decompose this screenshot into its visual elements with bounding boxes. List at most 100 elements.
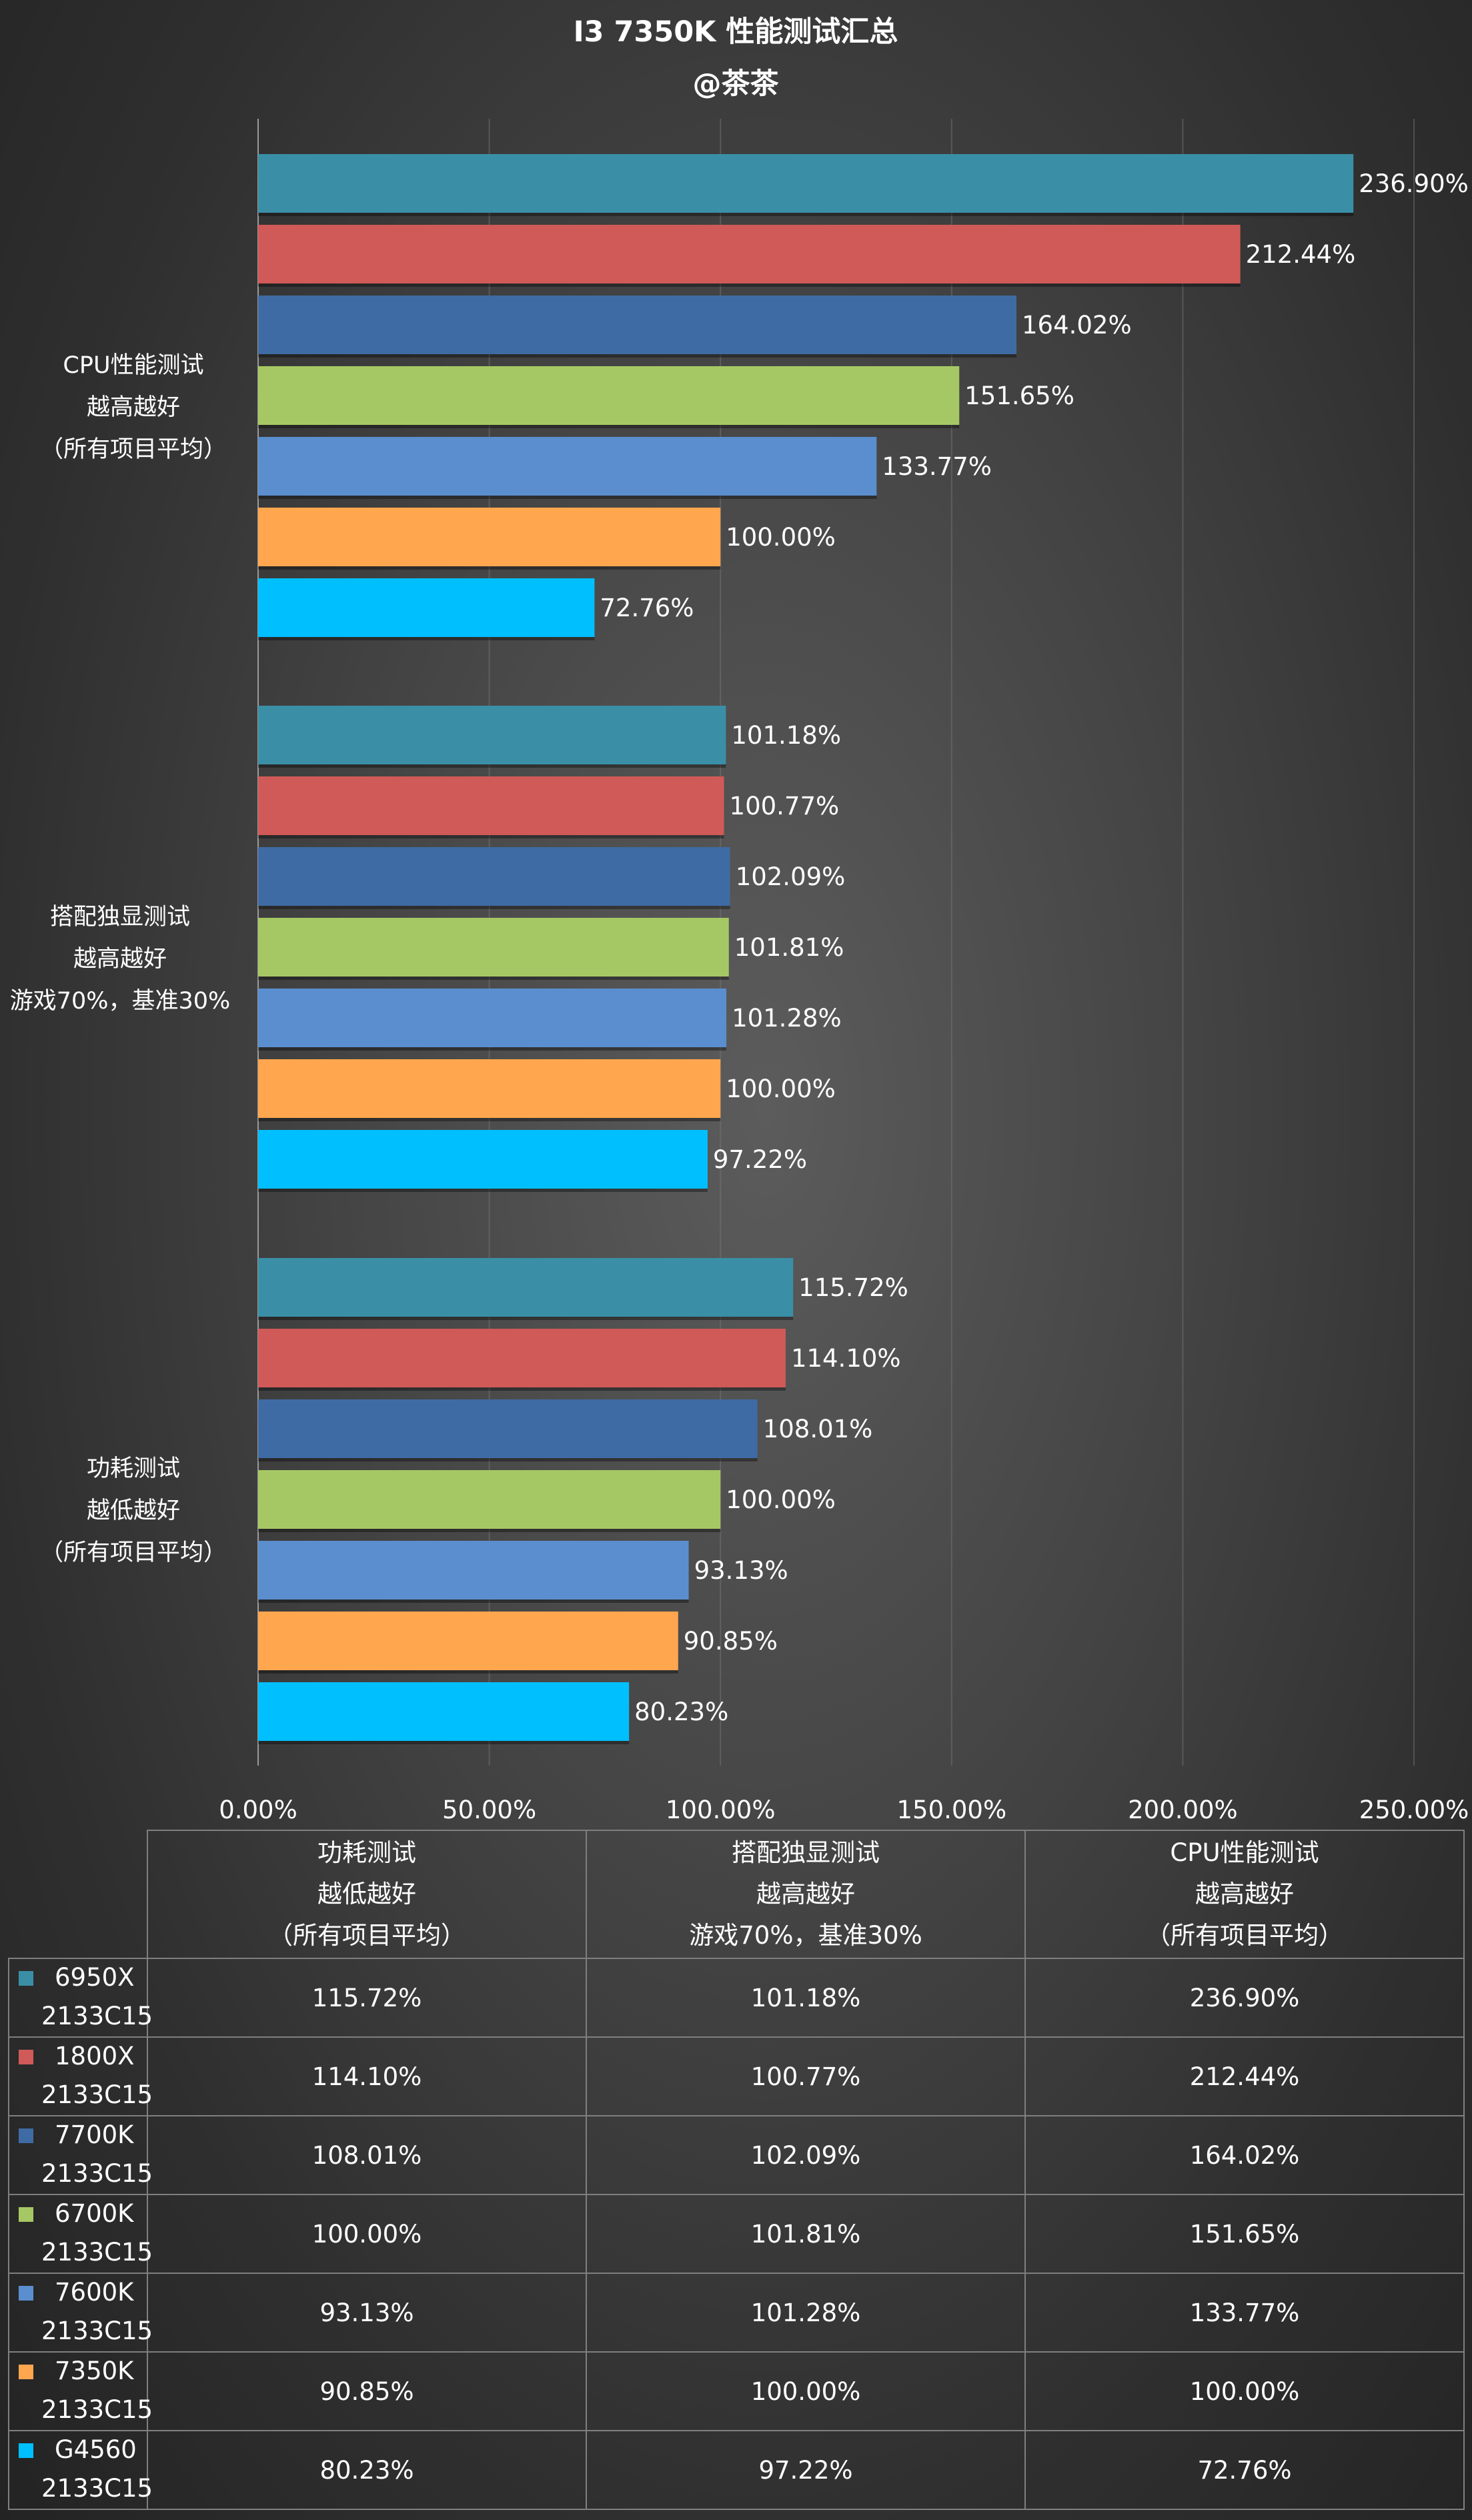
table-header-line: 游戏70%，基准30% [689, 1921, 922, 1950]
table-row-header: 1800X 2133C15 [8, 2036, 153, 2116]
table-row: G4560 2133C15 80.23% 97.22% 72.76% [8, 2430, 1465, 2510]
bar-shadow [258, 566, 721, 570]
category-label-line: 越低越好 [87, 1497, 180, 1524]
table-row: 6700K 2133C15 100.00% 101.81% 151.65% [8, 2194, 1465, 2274]
table-cell: 236.90% [1024, 1958, 1465, 2038]
data-label: 100.00% [726, 523, 836, 552]
bar-shadow [258, 1118, 721, 1121]
bar [258, 508, 721, 566]
table-cell: 72.76% [1024, 2430, 1465, 2510]
bar [258, 1541, 689, 1600]
category-label-line: （所有项目平均） [40, 436, 227, 463]
legend-swatch [19, 2207, 33, 2222]
bar-shadow [258, 354, 1016, 358]
data-label: 101.81% [734, 933, 844, 962]
table-header-line: 功耗测试 [317, 1838, 416, 1867]
bar-shadow [258, 764, 726, 768]
row-label-model: 7600K [55, 2278, 134, 2307]
table-header-line: 越高越好 [756, 1880, 855, 1908]
x-tick-label: 50.00% [442, 1796, 536, 1824]
bar [258, 918, 729, 977]
bar [258, 225, 1241, 283]
row-label-memory: 2133C15 [41, 2159, 153, 2188]
table-cell: 80.23% [147, 2430, 587, 2510]
table-row: 1800X 2133C15 114.10% 100.77% 212.44% [8, 2036, 1465, 2116]
chart-subtitle: @茶茶 [693, 67, 780, 101]
bar [258, 295, 1016, 354]
bar [258, 989, 727, 1047]
bar [258, 1130, 708, 1189]
table-column-header: 搭配独显测试 越高越好游戏70%，基准30% [586, 1830, 1026, 1959]
x-tick-label: 150.00% [896, 1796, 1006, 1824]
table-header-line: 搭配独显测试 [732, 1838, 880, 1867]
table-cell: 93.13% [147, 2273, 587, 2353]
table-row-header: 6700K 2133C15 [8, 2194, 153, 2274]
bar [258, 1059, 721, 1118]
bar [258, 706, 726, 764]
table-row-header: 7700K 2133C15 [8, 2115, 153, 2195]
data-label: 108.01% [763, 1415, 873, 1443]
table-cell: 101.28% [586, 2273, 1026, 2353]
bars [258, 154, 1354, 1744]
bar [258, 1329, 786, 1387]
table-row: 6950X 2133C15 115.72% 101.18% 236.90% [8, 1958, 1465, 2038]
table-corner [9, 1830, 148, 1959]
table-cell: 100.00% [1024, 2351, 1465, 2431]
row-label-memory: 2133C15 [41, 2080, 153, 2109]
data-label: 100.00% [726, 1485, 836, 1514]
legend-swatch [19, 2443, 33, 2458]
row-label-memory: 2133C15 [41, 2002, 153, 2030]
table-cell: 114.10% [147, 2036, 587, 2116]
bar-shadow [258, 906, 730, 909]
x-tick-label: 0.00% [219, 1796, 297, 1824]
table-row-header: 7350K 2133C15 [8, 2351, 153, 2431]
data-label: 80.23% [634, 1698, 728, 1726]
bar-shadow [258, 283, 1241, 287]
x-axis-ticks: 0.00% 50.00% 100.00% 150.00% 200.00% 250.00% [219, 1796, 1469, 1824]
x-tick-label: 250.00% [1359, 1796, 1469, 1824]
row-label-model: 6950X [55, 1963, 135, 1992]
bar-shadow [258, 1529, 721, 1532]
table-cell: 164.02% [1024, 2115, 1465, 2195]
data-label: 133.77% [882, 452, 992, 481]
category-label-line: 越高越好 [73, 946, 167, 973]
bar-shadow [258, 637, 595, 640]
row-label-model: G4560 [55, 2435, 137, 2464]
row-label-model: 1800X [55, 2042, 135, 2070]
bar-shadow [258, 835, 724, 838]
legend-swatch [19, 2128, 33, 2143]
table-cell: 97.22% [586, 2430, 1026, 2510]
table-row: 7350K 2133C15 90.85% 100.00% 100.00% [8, 2351, 1465, 2431]
bar [258, 1682, 630, 1741]
data-label: 114.10% [791, 1344, 901, 1373]
table-column-header: 功耗测试 越低越好 （所有项目平均） [147, 1830, 587, 1959]
table-cell: 100.00% [586, 2351, 1026, 2431]
category-labels: CPU性能测试越高越好（所有项目平均）搭配独显测试越高越好游戏70%，基准30%… [10, 352, 231, 1566]
table-cell: 101.81% [586, 2194, 1026, 2274]
legend-swatch [19, 1971, 33, 1986]
bar-shadow [258, 425, 960, 428]
table-header-line: （所有项目平均） [268, 1921, 466, 1950]
table-cell: 102.09% [586, 2115, 1026, 2195]
data-label: 236.90% [1359, 169, 1469, 198]
table-row-header: 7600K 2133C15 [8, 2273, 153, 2353]
table-cell: 212.44% [1024, 2036, 1465, 2116]
legend-swatch [19, 2365, 33, 2379]
bar [258, 578, 595, 637]
value-labels: 236.90% 212.44% 164.02% 151.65% 133.77% 100.0… [600, 169, 1468, 1726]
bar [258, 366, 960, 425]
table-row: 7600K 2133C15 93.13% 101.28% 133.77% [8, 2273, 1465, 2353]
table-header-line: （所有项目平均） [1146, 1921, 1343, 1950]
data-label: 212.44% [1246, 240, 1356, 269]
bar [258, 1258, 794, 1317]
data-label: 72.76% [600, 594, 694, 622]
legend-swatch [19, 2286, 33, 2301]
table-cell: 151.65% [1024, 2194, 1465, 2274]
bar-shadow [258, 496, 877, 499]
data-label: 100.00% [726, 1075, 836, 1103]
table-cell: 108.01% [147, 2115, 587, 2195]
table-header-row: 功耗测试 越低越好 （所有项目平均） 搭配独显测试 越高越好 游戏70%，基准30% CPU… [9, 1830, 1465, 1959]
category-label-line: 越高越好 [87, 394, 180, 421]
row-label-model: 7700K [55, 2120, 134, 2149]
table-cell: 100.77% [586, 2036, 1026, 2116]
